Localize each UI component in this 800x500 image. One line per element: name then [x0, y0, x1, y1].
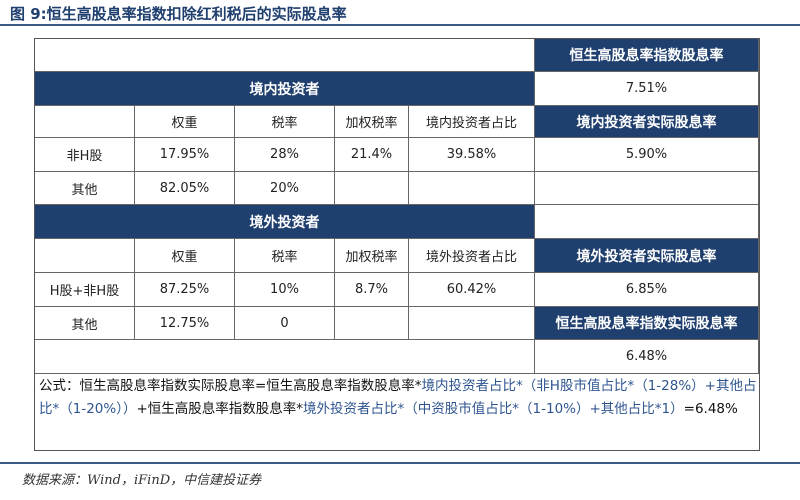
tax-rate-value: 28%	[235, 138, 335, 172]
foreign-share-value: 60.42%	[409, 273, 535, 307]
empty-cell	[35, 340, 535, 374]
col-header-tax-rate: 税率	[235, 239, 335, 273]
weight-value: 17.95%	[135, 138, 235, 172]
col-header-weight: 权重	[135, 106, 235, 138]
foreign-actual-yield-value: 6.85%	[535, 273, 759, 307]
domestic-actual-yield-header: 境内投资者实际股息率	[535, 106, 759, 138]
data-source: 数据来源：Wind，iFinD，中信建投证券	[22, 473, 262, 488]
formula-part: 境外投资者占比*（中资股市值占比*（1-10%）+其他占比*1）	[303, 401, 684, 417]
foreign-actual-yield-header: 境外投资者实际股息率	[535, 239, 759, 273]
tax-rate-value: 20%	[235, 172, 335, 205]
col-header-weighted-tax: 加权税率	[335, 106, 409, 138]
weighted-tax-value	[335, 307, 409, 340]
domestic-share-value	[409, 172, 535, 205]
formula-part: +恒生高股息率指数股息率*	[136, 401, 304, 417]
row-label: 非H股	[35, 138, 135, 172]
foreign-share-value	[409, 307, 535, 340]
index-yield-header: 恒生高股息率指数股息率	[535, 39, 759, 72]
tax-rate-value: 10%	[235, 273, 335, 307]
empty-cell	[535, 205, 759, 239]
dividend-yield-table: 恒生高股息率指数股息率 境内投资者 7.51% 权重 税率 加权税率 境内投资者…	[34, 38, 760, 451]
row-label: H股+非H股	[35, 273, 135, 307]
index-actual-yield-header: 恒生高股息率指数实际股息率	[535, 307, 759, 340]
row-label: 其他	[35, 172, 135, 205]
col-header-tax-rate: 税率	[235, 106, 335, 138]
weight-value: 87.25%	[135, 273, 235, 307]
row-label: 其他	[35, 307, 135, 340]
formula-part: 公式：恒生高股息率指数实际股息率=恒生高股息率指数股息率*	[39, 378, 422, 394]
domestic-actual-yield-value: 5.90%	[535, 138, 759, 172]
col-header-weighted-tax: 加权税率	[335, 239, 409, 273]
formula-part: 境内投资者占比*（非H股市值占比*（1-28%）+其他占比*（1-20%））	[39, 378, 757, 417]
weighted-tax-value: 21.4%	[335, 138, 409, 172]
index-yield-value: 7.51%	[535, 72, 759, 106]
weighted-tax-value: 8.7%	[335, 273, 409, 307]
col-header-foreign-share: 境外投资者占比	[409, 239, 535, 273]
title-bar: 图 9:恒生高股息率指数扣除红利税后的实际股息率	[0, 0, 800, 26]
figure-title: 图 9:恒生高股息率指数扣除红利税后的实际股息率	[10, 5, 347, 23]
formula-part: =6.48%	[683, 401, 738, 417]
empty-cell	[35, 39, 535, 72]
weight-value: 82.05%	[135, 172, 235, 205]
row-label-empty	[35, 239, 135, 273]
foreign-section-header: 境外投资者	[35, 205, 535, 239]
domestic-section-header: 境内投资者	[35, 72, 535, 106]
col-header-weight: 权重	[135, 239, 235, 273]
index-actual-yield-value: 6.48%	[535, 340, 759, 374]
source-divider	[0, 462, 800, 464]
formula-text: 公式：恒生高股息率指数实际股息率=恒生高股息率指数股息率*境内投资者占比*（非H…	[39, 375, 757, 421]
weighted-tax-value	[335, 172, 409, 205]
col-header-domestic-share: 境内投资者占比	[409, 106, 535, 138]
empty-cell	[535, 172, 759, 205]
row-label-empty	[35, 106, 135, 138]
weight-value: 12.75%	[135, 307, 235, 340]
domestic-share-value: 39.58%	[409, 138, 535, 172]
tax-rate-value: 0	[235, 307, 335, 340]
